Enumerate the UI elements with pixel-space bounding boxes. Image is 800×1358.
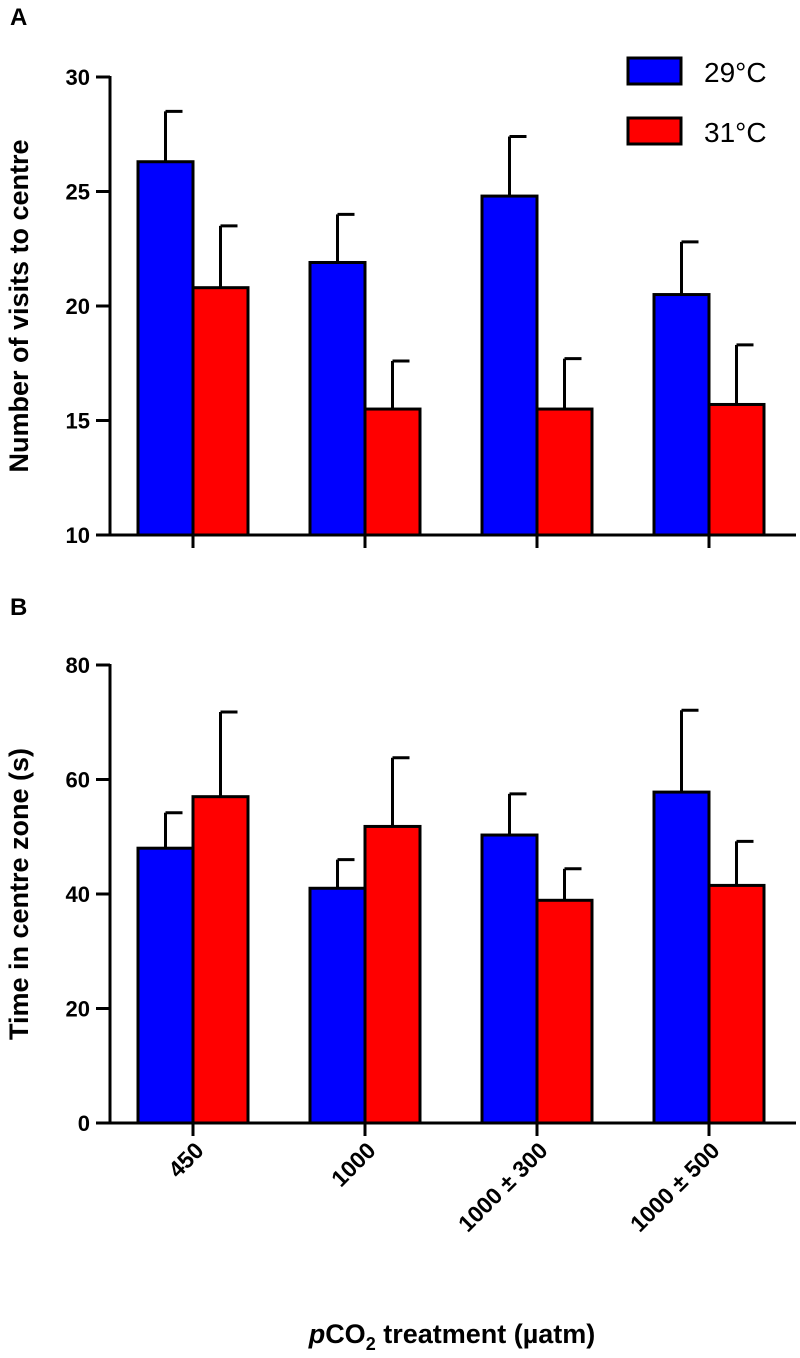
y-tick-label-b-20: 20 bbox=[66, 997, 90, 1022]
y-tick-label-a-15: 15 bbox=[66, 409, 90, 434]
bar-a-s1-c2 bbox=[308, 260, 367, 537]
x-axis-title: pCO2 treatment (µatm) bbox=[308, 1319, 596, 1354]
bar-a-s1-c1 bbox=[136, 160, 195, 537]
x-category-label-4: 1000 ± 500 bbox=[625, 1137, 725, 1237]
panel-a: A Number of visits to centre 10 15 20 25 30 bbox=[4, 4, 796, 548]
y-tick-label-a-25: 25 bbox=[66, 180, 90, 205]
y-tick-label-a-30: 30 bbox=[66, 65, 90, 90]
panel-label-a: A bbox=[10, 4, 27, 31]
panel-label-b: B bbox=[10, 594, 27, 621]
bar-b-s2-c3 bbox=[535, 898, 594, 1125]
y-tick-label-a-10: 10 bbox=[66, 523, 90, 548]
y-tick-label-b-40: 40 bbox=[66, 882, 90, 907]
panel-b: B Time in centre zone (s) 0 20 40 60 80 450 1000… bbox=[4, 594, 796, 1237]
legend-label-2: 31°C bbox=[704, 117, 767, 148]
bar-b-s2-c4 bbox=[707, 883, 766, 1125]
bar-b-s2-c2 bbox=[363, 824, 422, 1125]
bar-a-s1-c3 bbox=[480, 194, 539, 537]
legend: 29°C 31°C bbox=[626, 56, 767, 148]
y-tick-label-a-20: 20 bbox=[66, 294, 90, 319]
x-category-label-1: 450 bbox=[163, 1137, 209, 1183]
bar-b-s1-c4 bbox=[652, 790, 711, 1125]
legend-swatch-1 bbox=[626, 56, 683, 86]
bar-a-s2-c1 bbox=[191, 286, 250, 537]
y-tick-label-b-0: 0 bbox=[78, 1111, 90, 1136]
y-axis-title-a: Number of visits to centre bbox=[4, 139, 34, 472]
y-tick-label-b-80: 80 bbox=[66, 653, 90, 678]
x-axis-title-co: CO bbox=[325, 1319, 366, 1349]
x-axis-title-subscript: 2 bbox=[366, 1334, 376, 1354]
bar-b-s1-c3 bbox=[480, 833, 539, 1125]
bar-a-s2-c4 bbox=[707, 402, 766, 537]
bar-a-s2-c3 bbox=[535, 407, 594, 537]
legend-swatch-2 bbox=[626, 116, 683, 146]
bar-b-s2-c1 bbox=[191, 795, 250, 1125]
legend-label-1: 29°C bbox=[704, 57, 767, 88]
x-axis-title-italic: p bbox=[308, 1319, 326, 1349]
bar-b-s1-c2 bbox=[308, 886, 367, 1125]
x-axis-title-rest: treatment (µatm) bbox=[376, 1319, 596, 1349]
x-category-label-2: 1000 bbox=[326, 1137, 381, 1192]
bar-b-s1-c1 bbox=[136, 846, 195, 1125]
x-category-label-3: 1000 ± 300 bbox=[453, 1137, 553, 1237]
bar-a-s1-c4 bbox=[652, 293, 711, 537]
bar-a-s2-c2 bbox=[363, 407, 422, 537]
y-tick-label-b-60: 60 bbox=[66, 768, 90, 793]
y-axis-title-b: Time in centre zone (s) bbox=[4, 748, 34, 1040]
